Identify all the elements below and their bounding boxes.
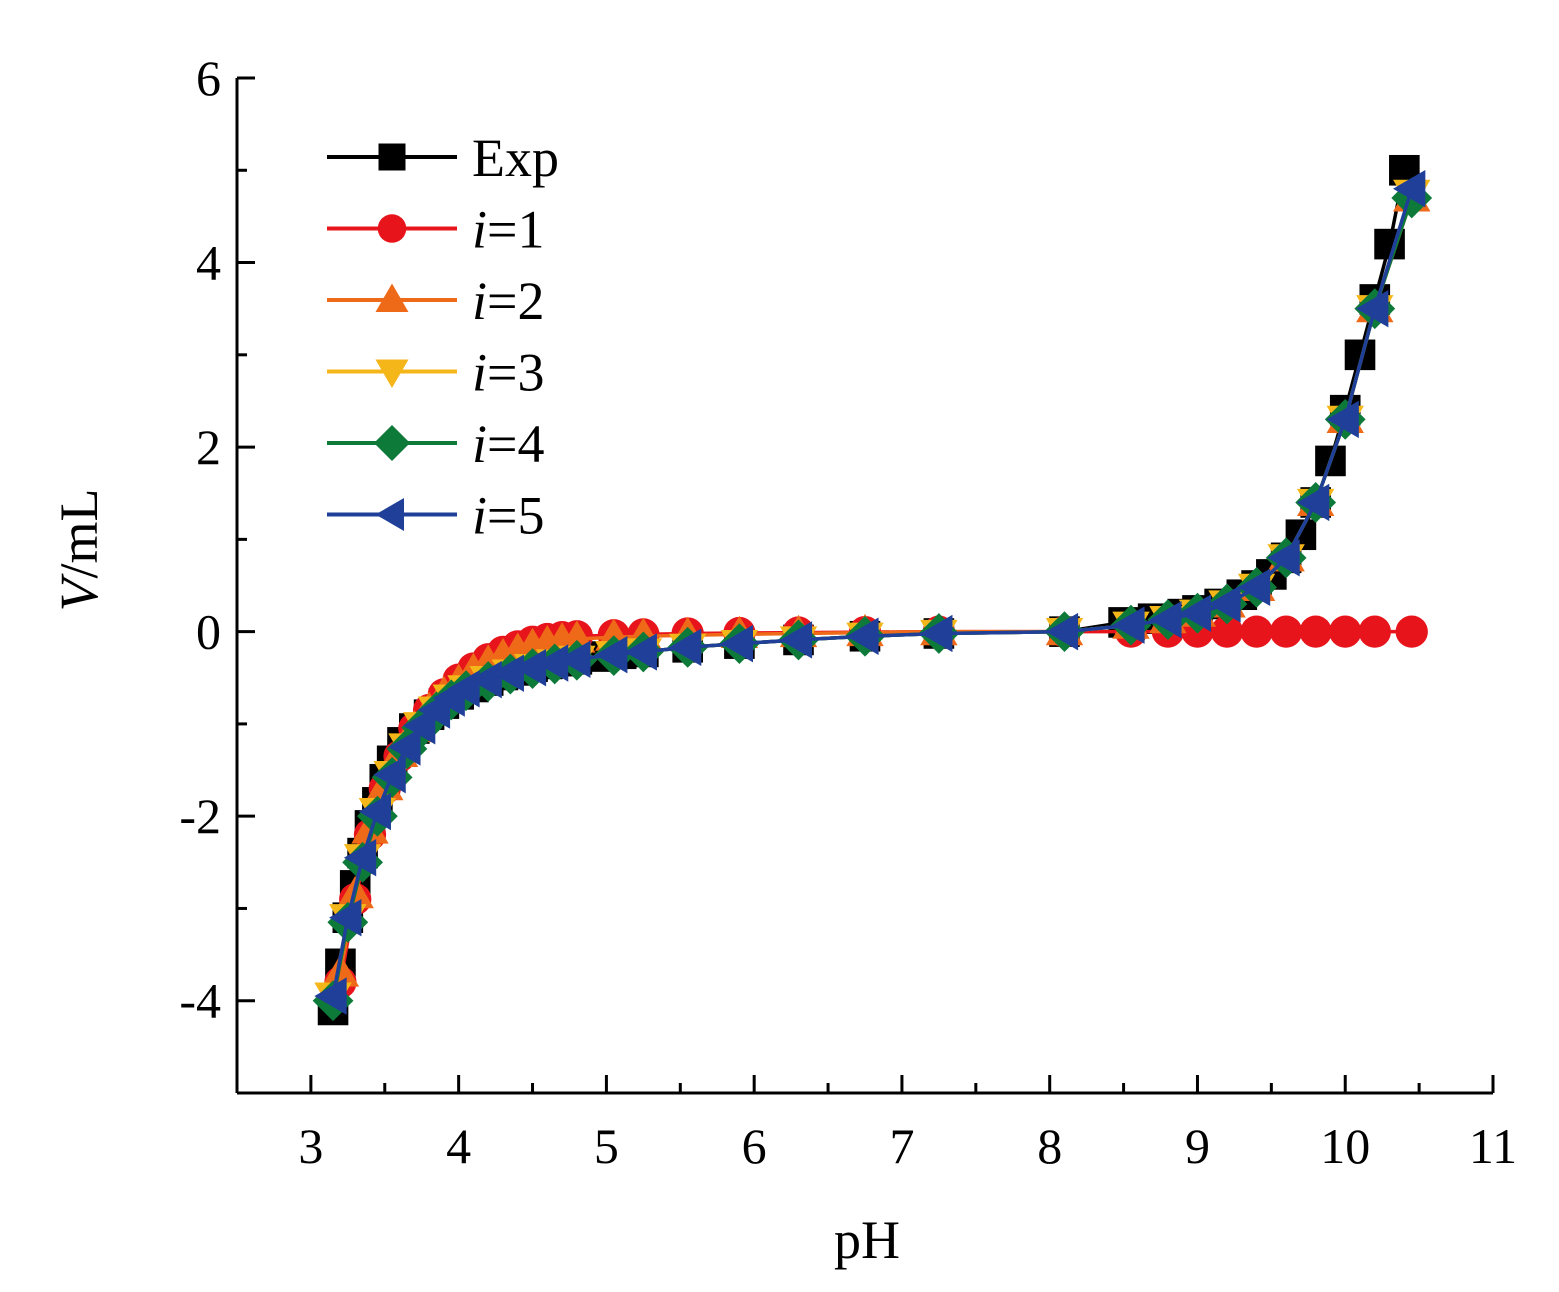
data-point <box>1326 400 1359 439</box>
y-tick-label: 4 <box>196 235 221 291</box>
legend-marker <box>375 359 409 388</box>
x-tick-label: 9 <box>1185 1118 1210 1174</box>
legend-label: i=4 <box>472 414 544 474</box>
legend-item: i=4 <box>327 414 544 474</box>
data-point <box>1358 615 1391 648</box>
data-point <box>1395 615 1428 648</box>
legend-label: Exp <box>472 128 559 188</box>
x-tick-label: 10 <box>1320 1118 1370 1174</box>
x-tick-label: 7 <box>889 1118 914 1174</box>
legend-label-text: =4 <box>487 414 544 474</box>
data-point <box>373 755 406 794</box>
legend-marker <box>375 498 404 531</box>
data-point <box>1299 615 1332 648</box>
data-point <box>1240 615 1273 648</box>
data-point <box>1267 539 1300 577</box>
legend-label: i=5 <box>472 486 544 546</box>
legend-item: i=3 <box>327 343 544 403</box>
legend-item: i=1 <box>327 200 544 260</box>
data-point <box>358 792 391 831</box>
data-point <box>1393 170 1426 208</box>
plot-area <box>312 154 1433 1026</box>
legend-label-variable: i <box>472 486 487 546</box>
x-ticks: 3 4 5 6 7 8 9 10 11 <box>235 1075 1517 1174</box>
legend-marker <box>374 425 410 461</box>
series-6 <box>314 170 1426 1015</box>
data-point <box>469 660 502 699</box>
axes: 3 4 5 6 7 8 9 10 11 -4 -2 0 2 4 6 pH V/mL <box>49 50 1517 1270</box>
y-ticks: -4 -2 0 2 4 6 <box>179 50 255 1095</box>
legend-label-text: =5 <box>487 486 544 546</box>
y-tick-label: 6 <box>196 50 221 106</box>
legend-marker <box>375 283 409 312</box>
legend-label-text: =2 <box>487 271 544 331</box>
data-point <box>1178 594 1212 632</box>
data-point <box>1329 615 1362 648</box>
data-point <box>1269 615 1303 648</box>
x-tick-label: 3 <box>298 1118 323 1174</box>
legend-item: i=2 <box>327 271 544 331</box>
data-point <box>1149 600 1182 639</box>
legend-item: i=5 <box>327 486 544 546</box>
x-tick-label: 4 <box>446 1118 471 1174</box>
legend-label-variable: i <box>472 343 487 403</box>
legend-label-variable: i <box>472 271 487 331</box>
data-point <box>779 621 813 659</box>
data-point <box>558 640 591 679</box>
legend-marker <box>378 143 406 171</box>
data-point <box>1237 568 1271 607</box>
x-tick-label: 5 <box>594 1118 619 1174</box>
legend-label: i=1 <box>472 200 544 260</box>
y-tick-label: -4 <box>179 973 221 1029</box>
legend-item: Exp <box>327 128 559 188</box>
legend-marker <box>377 214 407 243</box>
data-point <box>846 617 879 655</box>
data-point <box>1112 606 1145 644</box>
legend-label-text: =1 <box>487 200 544 260</box>
y-tick-label: 0 <box>196 604 221 660</box>
data-point <box>668 628 702 667</box>
data-point <box>1356 289 1389 328</box>
data-point <box>720 624 753 663</box>
data-point <box>920 614 953 653</box>
legend-label-variable: i <box>472 200 487 260</box>
data-point <box>1208 585 1241 623</box>
legend-label-text: =3 <box>487 343 544 403</box>
data-point <box>314 977 347 1015</box>
data-point <box>595 636 628 674</box>
legend-label-variable: i <box>472 414 487 474</box>
data-point <box>513 648 547 687</box>
x-tick-label: 8 <box>1037 1118 1062 1174</box>
data-point <box>343 839 377 877</box>
data-point <box>1045 612 1079 651</box>
data-point <box>329 898 362 937</box>
data-point <box>624 633 657 671</box>
legend-label: i=3 <box>472 343 544 403</box>
data-point <box>403 707 436 745</box>
y-axis-title-unit: /mL <box>49 489 109 579</box>
data-point <box>535 644 569 682</box>
y-axis-title-variable: V <box>49 573 109 612</box>
data-point <box>491 654 524 692</box>
data-point <box>388 728 421 766</box>
data-point <box>1210 615 1244 648</box>
y-tick-label: -2 <box>179 788 221 844</box>
x-axis-title: pH <box>834 1210 900 1270</box>
y-tick-label: 2 <box>196 419 221 475</box>
x-tick-label: 11 <box>1469 1118 1517 1174</box>
legend-label-text: Exp <box>472 128 559 188</box>
legend-label: i=2 <box>472 271 544 331</box>
data-point <box>1296 483 1330 522</box>
x-tick-label: 6 <box>742 1118 767 1174</box>
y-axis-title: V/mL <box>49 489 109 612</box>
